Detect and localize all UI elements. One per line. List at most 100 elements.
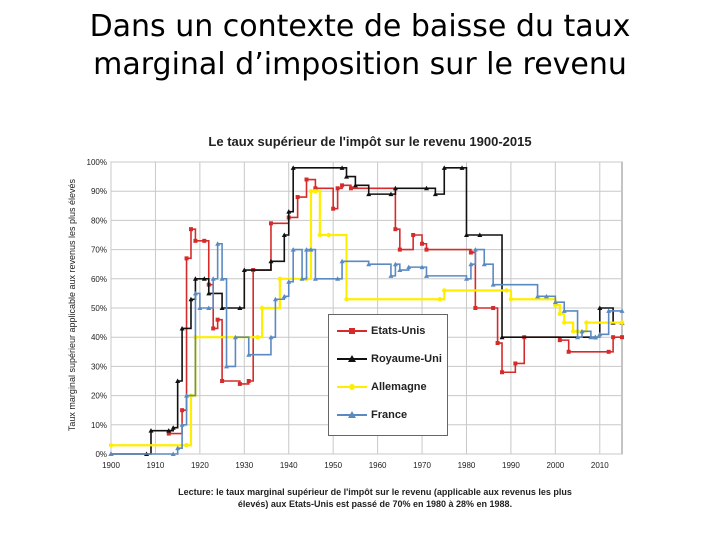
data-point-etats-unis xyxy=(166,431,171,436)
data-point-royaume-uni xyxy=(286,209,292,214)
slide-title-line-2: marginal d’imposition sur le revenu xyxy=(93,47,627,82)
data-point-etats-unis xyxy=(611,335,616,340)
data-point-france xyxy=(579,328,585,334)
data-point-etats-unis xyxy=(220,379,225,383)
data-point-france xyxy=(335,276,341,281)
data-point-france xyxy=(463,276,469,281)
data-point-etats-unis xyxy=(237,381,242,386)
data-point-allemagne xyxy=(504,288,509,293)
legend-item-royaume-uni: Royaume-Uni xyxy=(337,349,442,369)
data-point-royaume-uni xyxy=(352,182,358,188)
x-tick-label: 1910 xyxy=(147,461,165,470)
data-point-etats-unis xyxy=(295,195,300,200)
legend-label: Allemagne xyxy=(371,381,427,393)
data-point-allemagne xyxy=(184,443,189,448)
slide-title-line-1: Dans un contexte de baisse du taux xyxy=(89,9,631,44)
data-point-etats-unis xyxy=(557,338,562,343)
data-point-france xyxy=(592,334,598,340)
x-tick-label: 2010 xyxy=(591,461,609,470)
data-point-etats-unis xyxy=(473,306,478,310)
data-point-etats-unis xyxy=(495,341,500,346)
y-tick-label: 0% xyxy=(95,450,107,459)
data-point-royaume-uni xyxy=(188,296,194,302)
data-point-etats-unis xyxy=(180,408,185,413)
data-point-etats-unis xyxy=(215,317,220,322)
data-point-etats-unis xyxy=(606,349,611,354)
data-point-allemagne xyxy=(619,320,625,325)
x-tick-label: 1900 xyxy=(102,461,120,470)
legend-label: Royaume-Uni xyxy=(371,353,442,365)
data-point-etats-unis xyxy=(424,247,429,252)
data-point-royaume-uni xyxy=(237,305,243,310)
data-point-france xyxy=(268,334,274,340)
data-point-etats-unis xyxy=(246,379,251,383)
data-point-allemagne xyxy=(442,288,447,293)
data-point-etats-unis xyxy=(313,186,318,191)
data-point-allemagne xyxy=(108,443,114,448)
data-point-royaume-uni xyxy=(597,305,603,310)
data-point-france xyxy=(543,293,549,299)
data-point-etats-unis xyxy=(348,186,353,191)
y-tick-label: 70% xyxy=(91,246,107,255)
data-point-royaume-uni xyxy=(339,165,345,170)
slide-title: Dans un contexte de baisse du taux margi… xyxy=(0,8,720,84)
data-point-france xyxy=(552,299,558,305)
data-point-etats-unis xyxy=(193,238,198,243)
data-point-royaume-uni xyxy=(423,185,429,191)
data-point-royaume-uni xyxy=(463,232,469,237)
data-point-royaume-uni xyxy=(179,325,185,331)
y-tick-label: 60% xyxy=(91,275,107,284)
data-point-etats-unis xyxy=(340,183,345,188)
data-point-allemagne xyxy=(326,232,331,238)
data-point-france xyxy=(392,261,398,267)
data-point-etats-unis xyxy=(184,256,189,261)
caption-line-2: élevés) aux Etats-Unis est passé de 70% … xyxy=(237,499,513,509)
data-point-royaume-uni xyxy=(192,276,198,281)
data-point-allemagne xyxy=(277,276,283,281)
data-point-france xyxy=(304,247,310,252)
y-tick-label: 50% xyxy=(91,304,107,313)
data-point-france xyxy=(197,305,203,310)
data-point-etats-unis xyxy=(335,186,340,191)
data-point-royaume-uni xyxy=(366,191,372,197)
data-point-france xyxy=(619,308,625,313)
data-point-france xyxy=(388,273,394,278)
caption-line-1: Lecture: le taux marginal supérieur de l… xyxy=(178,487,572,497)
data-point-allemagne xyxy=(259,305,265,311)
data-point-france xyxy=(215,241,221,246)
data-point-royaume-uni xyxy=(219,305,225,310)
data-point-france xyxy=(175,445,181,451)
data-point-france xyxy=(299,276,305,281)
x-tick-label: 1980 xyxy=(458,461,476,470)
x-tick-label: 1970 xyxy=(413,461,431,470)
data-point-france xyxy=(423,273,429,278)
data-point-etats-unis xyxy=(491,306,496,310)
data-point-royaume-uni xyxy=(392,185,398,191)
data-point-allemagne xyxy=(313,189,318,194)
x-tick-label: 1920 xyxy=(191,461,209,470)
data-point-allemagne xyxy=(344,297,349,302)
x-tick-label: 1960 xyxy=(369,461,387,470)
legend-swatch-allemagne xyxy=(337,382,367,392)
legend-label: Etats-Unis xyxy=(371,325,426,337)
data-point-etats-unis xyxy=(188,227,193,232)
data-point-etats-unis xyxy=(411,233,416,237)
data-point-etats-unis xyxy=(211,326,216,331)
x-tick-label: 1930 xyxy=(235,461,253,470)
data-point-etats-unis xyxy=(268,221,273,226)
data-point-royaume-uni xyxy=(201,276,207,281)
data-point-france xyxy=(108,451,114,456)
data-point-france xyxy=(308,247,314,252)
data-point-royaume-uni xyxy=(268,258,274,264)
data-point-allemagne xyxy=(255,335,260,340)
x-tick-label: 1990 xyxy=(502,461,520,470)
data-point-france xyxy=(366,261,372,267)
x-tick-label: 1950 xyxy=(324,461,342,470)
data-point-royaume-uni xyxy=(166,428,172,433)
y-tick-label: 30% xyxy=(91,362,107,371)
data-point-royaume-uni xyxy=(477,232,483,237)
legend-swatch-royaume-uni xyxy=(337,354,367,364)
data-point-france xyxy=(219,276,225,281)
data-point-france xyxy=(246,352,252,357)
